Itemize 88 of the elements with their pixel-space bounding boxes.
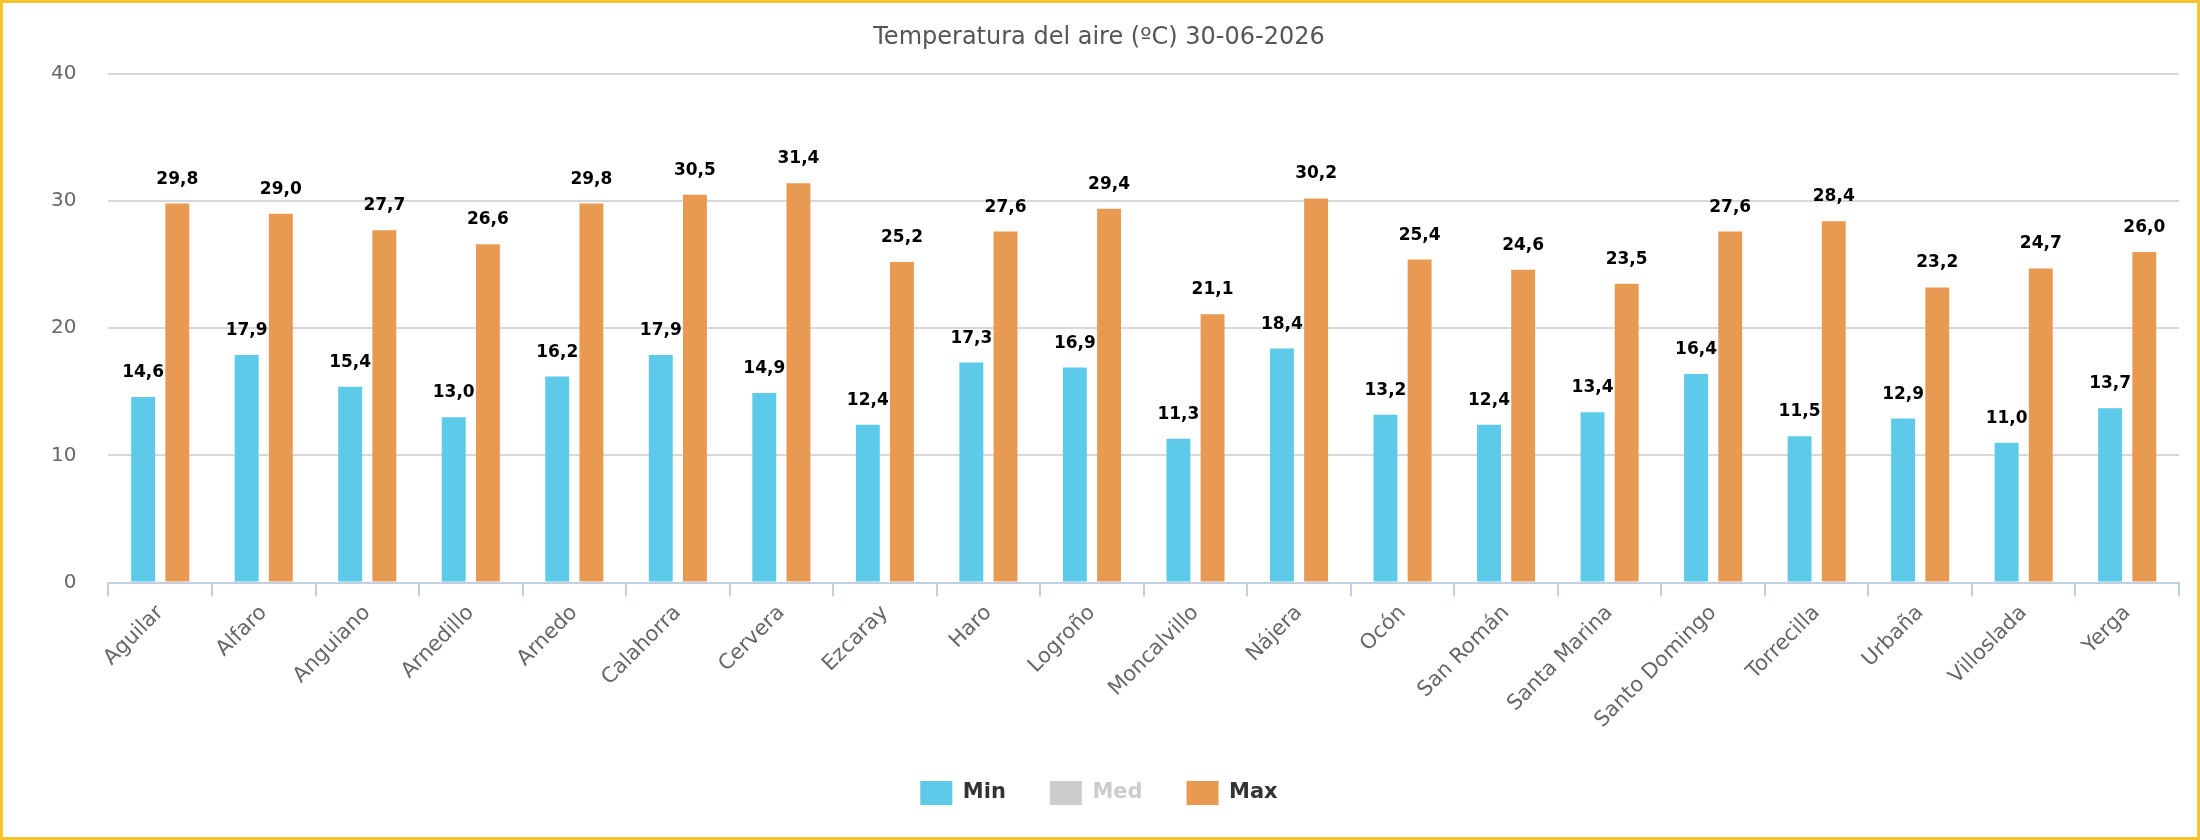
data-label: 16,4 xyxy=(1675,337,1718,358)
data-label: 11,3 xyxy=(1157,402,1200,423)
bar xyxy=(1925,287,1950,582)
legend-label: Min xyxy=(962,779,1006,804)
bar xyxy=(1511,269,1536,582)
data-label: 25,4 xyxy=(1398,223,1441,244)
bar xyxy=(475,244,500,582)
chart-title: Temperatura del aire (ºC) 30-06-2026 xyxy=(872,21,1325,50)
bar xyxy=(234,354,259,582)
data-label: 24,6 xyxy=(1502,233,1545,254)
data-label: 26,0 xyxy=(2123,215,2166,236)
data-label: 16,9 xyxy=(1053,331,1096,352)
bar xyxy=(1580,412,1605,582)
data-label: 27,6 xyxy=(1709,195,1752,216)
data-label: 13,4 xyxy=(1571,376,1614,397)
bar xyxy=(1718,231,1743,582)
bar xyxy=(1614,283,1639,582)
data-label: 12,9 xyxy=(1882,382,1925,403)
bar xyxy=(338,386,363,582)
data-label: 13,2 xyxy=(1364,378,1407,399)
data-label: 28,4 xyxy=(1812,185,1855,206)
data-label: 29,8 xyxy=(570,167,613,188)
data-label: 29,0 xyxy=(259,177,302,198)
bar xyxy=(1166,438,1191,582)
y-tick-label: 20 xyxy=(51,314,77,339)
data-label: 13,7 xyxy=(2089,372,2132,393)
bar xyxy=(786,183,811,582)
data-label: 14,6 xyxy=(122,360,165,381)
y-tick-label: 0 xyxy=(63,568,77,593)
bar xyxy=(1407,259,1432,582)
data-label: 27,7 xyxy=(363,194,406,215)
bar xyxy=(890,262,914,582)
data-label: 21,1 xyxy=(1191,278,1234,299)
data-label: 18,4 xyxy=(1260,312,1304,333)
data-label: 26,6 xyxy=(466,208,509,229)
bar xyxy=(959,362,984,582)
data-label: 24,7 xyxy=(2019,232,2062,253)
data-label: 13,0 xyxy=(432,381,475,402)
data-label: 17,9 xyxy=(225,318,268,339)
y-tick-label: 30 xyxy=(51,187,77,212)
bar xyxy=(579,203,604,582)
bar xyxy=(682,194,707,582)
data-label: 11,5 xyxy=(1778,400,1821,421)
legend-label: Max xyxy=(1229,779,1279,804)
bar xyxy=(855,424,880,582)
bar xyxy=(165,203,190,582)
bar xyxy=(2098,408,2123,582)
bar xyxy=(2132,251,2157,582)
data-label: 25,2 xyxy=(881,226,923,247)
data-label: 29,4 xyxy=(1088,172,1131,193)
bar xyxy=(648,354,673,582)
bar xyxy=(131,396,156,582)
bar xyxy=(1097,208,1121,582)
bar xyxy=(1269,348,1294,582)
data-label: 23,2 xyxy=(1916,251,1959,272)
y-tick-label: 10 xyxy=(51,441,77,466)
data-label: 17,9 xyxy=(639,318,682,339)
bar xyxy=(2028,268,2053,582)
data-label: 30,5 xyxy=(673,158,716,179)
bar xyxy=(1304,198,1329,582)
bar xyxy=(1821,221,1846,582)
bar xyxy=(993,231,1018,582)
data-label: 11,0 xyxy=(1985,406,2028,427)
data-label: 29,8 xyxy=(156,167,199,188)
data-label: 12,4 xyxy=(1468,388,1511,409)
data-label: 17,3 xyxy=(950,326,993,347)
bar xyxy=(441,417,466,582)
data-label: 31,4 xyxy=(777,147,820,168)
data-label: 16,2 xyxy=(536,340,579,361)
bar xyxy=(752,393,777,582)
bar xyxy=(1477,424,1501,582)
bar xyxy=(1062,367,1087,582)
data-label: 30,2 xyxy=(1295,162,1338,183)
bar xyxy=(268,213,293,582)
data-label: 15,4 xyxy=(329,350,372,371)
bar xyxy=(545,376,570,582)
bar xyxy=(1684,373,1708,582)
data-label: 23,5 xyxy=(1605,247,1648,268)
bar xyxy=(372,230,397,582)
data-label: 27,6 xyxy=(984,195,1027,216)
bar xyxy=(1787,436,1812,582)
data-label: 12,4 xyxy=(846,388,889,409)
bar xyxy=(1373,414,1398,582)
data-label: 14,9 xyxy=(743,357,786,378)
bar xyxy=(1994,442,2019,582)
y-tick-label: 40 xyxy=(51,60,77,84)
bar xyxy=(1891,418,1916,582)
bar xyxy=(1200,314,1225,582)
